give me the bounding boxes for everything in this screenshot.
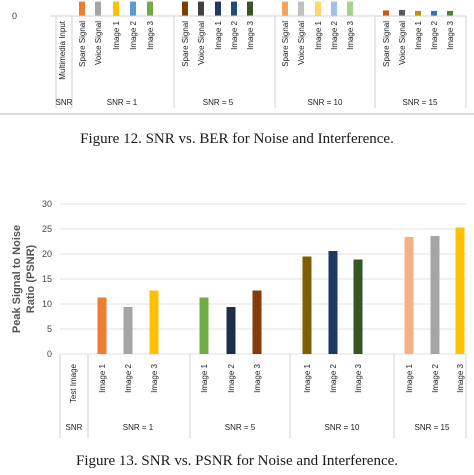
y-tick-label: 20 bbox=[42, 249, 52, 259]
figure-13-caption: Figure 13. SNR vs. PSNR for Noise and In… bbox=[75, 453, 399, 469]
category-label: Image 1 bbox=[98, 363, 107, 392]
y-tick-label: 10 bbox=[42, 299, 52, 309]
bar bbox=[447, 10, 453, 16]
group-label: SNR = 1 bbox=[123, 423, 154, 432]
psnr-chart: 0 5 10 15 20 25 30 Peak Signal to Noise Ratio (P… bbox=[11, 199, 467, 438]
bar bbox=[95, 1, 101, 16]
bar bbox=[331, 1, 337, 16]
category-label: Voice Signal bbox=[297, 21, 306, 65]
bar bbox=[215, 1, 221, 16]
bar bbox=[182, 1, 188, 16]
bar bbox=[430, 236, 440, 354]
group-label: SNR = 15 bbox=[415, 423, 450, 432]
bar bbox=[383, 10, 389, 16]
bar bbox=[315, 1, 321, 16]
group-label: SNR = 15 bbox=[403, 98, 438, 107]
bar bbox=[298, 1, 304, 16]
bar bbox=[199, 297, 209, 354]
category-label: Spare Signal bbox=[181, 21, 190, 67]
category-label: Image 3 bbox=[150, 363, 159, 392]
bar bbox=[123, 307, 133, 354]
figure-12-caption: Figure 12. SNR vs. BER for Noise and Int… bbox=[80, 131, 394, 147]
bar bbox=[353, 259, 363, 354]
category-label: Image 1 bbox=[303, 363, 312, 392]
y-tick-label: 15 bbox=[42, 274, 52, 284]
category-label: Spare Signal bbox=[281, 21, 290, 67]
bar bbox=[97, 297, 107, 354]
category-label: Image 3 bbox=[446, 20, 455, 49]
category-label: Image 3 bbox=[346, 20, 355, 49]
category-label: Image 2 bbox=[230, 20, 239, 49]
category-label: Voice Signal bbox=[197, 21, 206, 65]
category-label: Image 2 bbox=[430, 20, 439, 49]
bar bbox=[328, 251, 338, 354]
group-label: SNR = 5 bbox=[225, 423, 256, 432]
category-label: Image 3 bbox=[354, 363, 363, 392]
y-tick-label: 0 bbox=[12, 11, 17, 21]
category-label: Image 2 bbox=[129, 20, 138, 49]
bar bbox=[455, 227, 465, 354]
bar bbox=[399, 9, 405, 16]
y-tick-label: 30 bbox=[42, 199, 52, 209]
y-tick-label: 0 bbox=[47, 349, 52, 359]
bar bbox=[404, 237, 414, 354]
bar bbox=[347, 1, 353, 16]
ber-chart: 0 Multimedia Input Spare Signal Voice Signa… bbox=[0, 1, 474, 115]
category-label: Image 2 bbox=[330, 20, 339, 49]
bar bbox=[415, 10, 421, 16]
bar bbox=[302, 256, 312, 354]
bar bbox=[79, 1, 85, 16]
category-label: Image 1 bbox=[200, 363, 209, 392]
bar bbox=[147, 1, 153, 16]
category-label: Spare Signal bbox=[382, 21, 391, 67]
category-label: Image 1 bbox=[214, 20, 223, 49]
category-label: Image 3 bbox=[146, 20, 155, 49]
category-label: Image 2 bbox=[431, 363, 440, 392]
bar bbox=[226, 307, 236, 354]
group-label: SNR bbox=[56, 98, 73, 107]
category-label: Test Image bbox=[69, 363, 78, 403]
category-label: Voice Signal bbox=[398, 21, 407, 65]
category-label: Image 1 bbox=[414, 20, 423, 49]
category-label: Image 3 bbox=[246, 20, 255, 49]
bar bbox=[130, 1, 136, 16]
category-label: Spare Signal bbox=[78, 21, 87, 67]
bar bbox=[431, 10, 437, 16]
category-label: Image 1 bbox=[405, 363, 414, 392]
category-label: Image 1 bbox=[112, 20, 121, 49]
bar bbox=[113, 1, 119, 16]
category-label: Image 2 bbox=[227, 363, 236, 392]
y-axis-title-line2: Ratio (PSNR) bbox=[25, 244, 37, 313]
group-label: SNR = 10 bbox=[325, 423, 360, 432]
bar bbox=[247, 1, 253, 16]
category-label: Image 3 bbox=[253, 363, 262, 392]
bar bbox=[252, 290, 262, 354]
group-label: SNR = 10 bbox=[308, 98, 343, 107]
category-label: Multimedia Input bbox=[58, 20, 67, 79]
y-tick-label: 5 bbox=[47, 324, 52, 334]
bar bbox=[282, 1, 288, 16]
bar bbox=[198, 1, 204, 16]
y-tick-label: 25 bbox=[42, 224, 52, 234]
bar bbox=[149, 290, 159, 354]
bar bbox=[231, 1, 237, 16]
category-label: Image 3 bbox=[456, 363, 465, 392]
y-axis-title-line1: Peak Signal to Noise bbox=[11, 225, 23, 333]
group-label: SNR bbox=[66, 423, 83, 432]
category-label: Image 2 bbox=[124, 363, 133, 392]
group-label: SNR = 1 bbox=[107, 98, 138, 107]
category-label: Image 1 bbox=[314, 20, 323, 49]
group-label: SNR = 5 bbox=[203, 98, 234, 107]
category-label: Image 2 bbox=[329, 363, 338, 392]
category-label: Voice Signal bbox=[94, 21, 103, 65]
